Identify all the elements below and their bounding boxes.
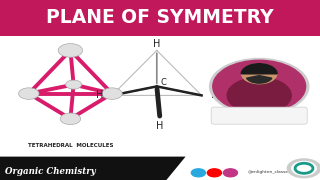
Polygon shape bbox=[0, 157, 186, 180]
FancyBboxPatch shape bbox=[0, 0, 320, 36]
Text: C: C bbox=[160, 78, 166, 87]
Circle shape bbox=[227, 77, 291, 113]
Text: Organic Chemistry: Organic Chemistry bbox=[5, 167, 96, 176]
Circle shape bbox=[66, 80, 82, 89]
Text: @enlighten_classes_: @enlighten_classes_ bbox=[248, 170, 293, 174]
Circle shape bbox=[292, 161, 316, 175]
Circle shape bbox=[191, 169, 205, 177]
Wedge shape bbox=[247, 76, 272, 83]
Circle shape bbox=[213, 60, 306, 112]
Circle shape bbox=[242, 64, 277, 84]
Text: By Yasir Sir: By Yasir Sir bbox=[237, 113, 282, 119]
Circle shape bbox=[287, 159, 320, 178]
FancyBboxPatch shape bbox=[211, 107, 307, 124]
Circle shape bbox=[207, 169, 221, 177]
Circle shape bbox=[60, 113, 81, 125]
Text: H: H bbox=[211, 90, 218, 100]
Wedge shape bbox=[241, 64, 277, 74]
Circle shape bbox=[58, 44, 83, 57]
Circle shape bbox=[102, 88, 122, 99]
Text: TETRAHEDRAL  MOLECULES: TETRAHEDRAL MOLECULES bbox=[28, 143, 113, 148]
Circle shape bbox=[19, 88, 39, 99]
Text: H: H bbox=[95, 90, 103, 100]
Circle shape bbox=[223, 169, 237, 177]
Text: H: H bbox=[153, 39, 161, 49]
Circle shape bbox=[210, 58, 309, 114]
Text: PLANE OF SYMMETRY: PLANE OF SYMMETRY bbox=[46, 8, 274, 27]
Text: H: H bbox=[156, 121, 164, 131]
